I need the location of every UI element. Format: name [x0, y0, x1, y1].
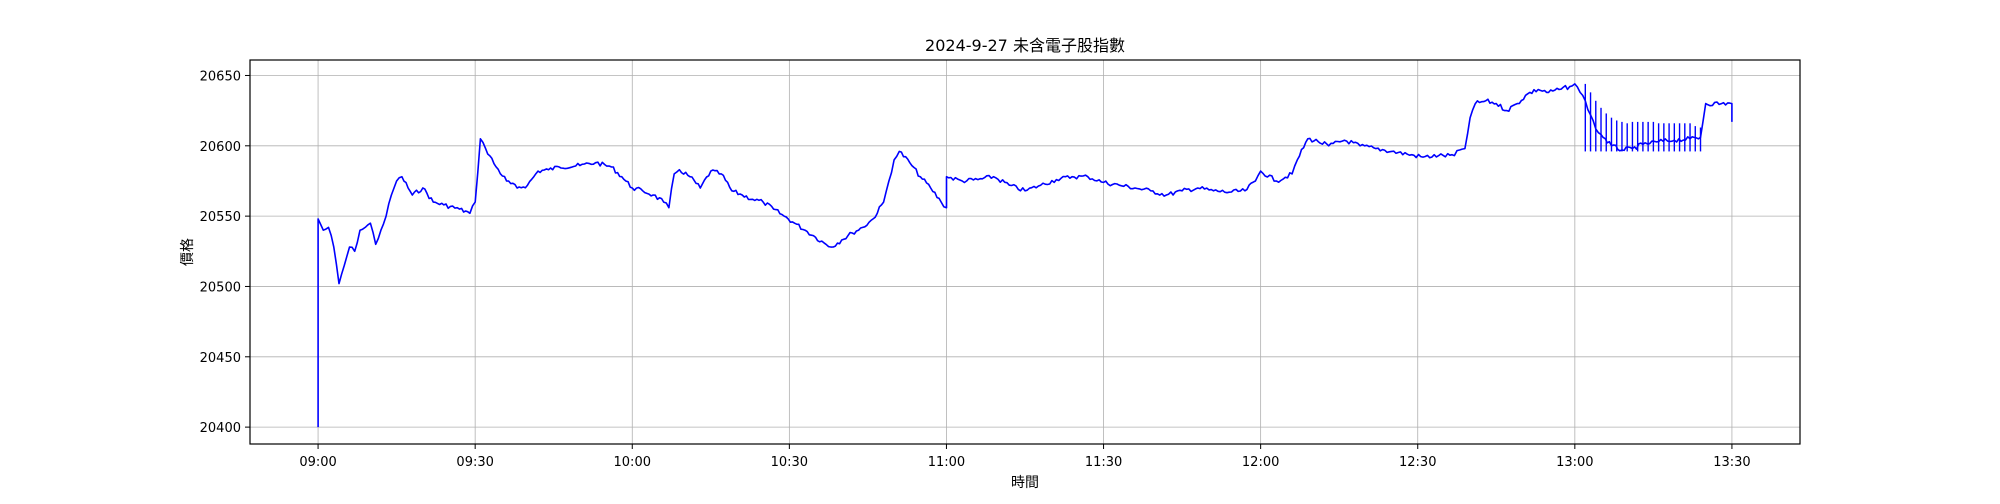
x-tick-label: 13:00	[1556, 455, 1593, 470]
chart-title: 2024-9-27 未含電子股指數	[925, 36, 1125, 55]
grid	[250, 60, 1800, 444]
y-axis-label: 價格	[179, 238, 196, 266]
x-tick-label: 12:30	[1399, 455, 1436, 470]
y-tick-label: 20400	[200, 421, 241, 436]
series-layer	[317, 83, 1733, 428]
price-series-line	[317, 83, 1733, 428]
x-tick-label: 12:00	[1242, 455, 1279, 470]
x-axis-label: 時間	[1011, 475, 1039, 491]
x-axis: 09:00 09:30 10:00 10:30 11:00 11:30 12:00 12:30…	[299, 444, 1751, 470]
y-tick-label: 20550	[200, 210, 241, 225]
x-tick-label: 11:00	[928, 455, 965, 470]
x-tick-label: 10:30	[771, 455, 808, 470]
y-tick-label: 20650	[200, 69, 241, 84]
x-tick-label: 09:00	[299, 455, 336, 470]
y-tick-label: 20600	[200, 140, 241, 155]
x-tick-label: 13:30	[1713, 455, 1750, 470]
y-axis: 20400 20450 20500 20550 20600 20650	[200, 69, 250, 436]
x-tick-label: 10:00	[614, 455, 651, 470]
y-tick-label: 20450	[200, 351, 241, 366]
x-tick-label: 09:30	[456, 455, 493, 470]
y-tick-label: 20500	[200, 280, 241, 295]
plot-frame	[249, 59, 1801, 445]
x-tick-label: 11:30	[1085, 455, 1122, 470]
